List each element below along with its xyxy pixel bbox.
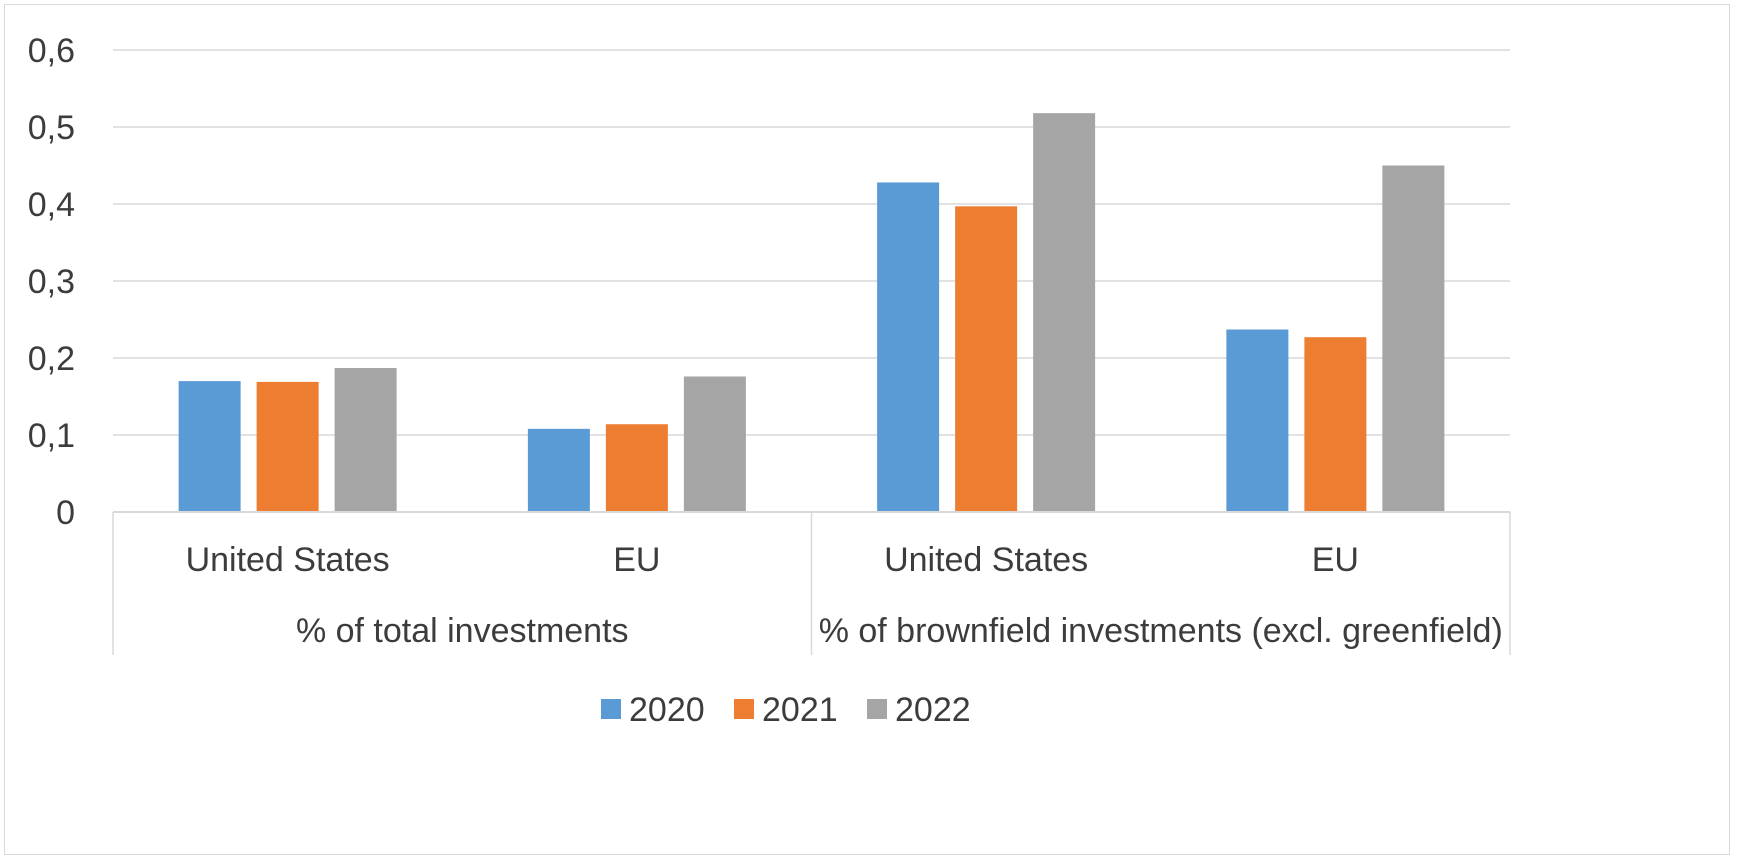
group-label: % of total investments <box>296 612 629 650</box>
chart-frame: 0 0,1 0,2 0,3 0,4 0,5 0,6 United States EU Unite… <box>4 4 1730 855</box>
bar-2022 <box>334 368 397 512</box>
legend: 2020 2021 2022 <box>601 691 971 729</box>
legend-swatch-2021 <box>734 699 754 719</box>
bar-2020 <box>877 182 940 512</box>
bars <box>178 113 1445 512</box>
y-tick-label: 0,3 <box>28 263 75 301</box>
y-tick-label: 0,2 <box>28 340 75 378</box>
category-label: United States <box>186 541 390 579</box>
bar-2021 <box>955 206 1018 512</box>
group-label: % of brownfield investments (excl. green… <box>819 612 1503 650</box>
legend-label: 2022 <box>895 691 971 729</box>
bar-2020 <box>1226 329 1289 512</box>
bar-2020 <box>527 428 590 512</box>
legend-label: 2020 <box>629 691 705 729</box>
y-tick-label: 0,1 <box>28 417 75 455</box>
y-tick-label: 0 <box>56 494 75 532</box>
y-axis-ticks: 0 0,1 0,2 0,3 0,4 0,5 0,6 <box>28 32 75 532</box>
bar-chart: 00,10,20,30,40,50,6 United States EU Unite… <box>28 32 1511 729</box>
bar-2021 <box>1304 337 1367 512</box>
x-axis <box>112 511 1511 655</box>
y-tick-label: 0,4 <box>28 186 75 224</box>
bar-2021 <box>256 381 319 512</box>
bar-2020 <box>178 381 241 512</box>
legend-swatch-2020 <box>601 699 621 719</box>
category-label: United States <box>884 541 1088 579</box>
bar-2022 <box>1033 113 1096 512</box>
bar-2021 <box>605 424 668 512</box>
group-labels: % of total investments % of brownfield in… <box>296 612 1503 650</box>
bar-2022 <box>683 376 746 512</box>
legend-swatch-2022 <box>867 699 887 719</box>
legend-label: 2021 <box>762 691 838 729</box>
category-label: EU <box>1312 541 1359 579</box>
category-labels: United States EU United States EU <box>186 541 1359 579</box>
category-label: EU <box>613 541 660 579</box>
gridlines <box>113 49 1510 436</box>
bar-2022 <box>1382 165 1445 512</box>
y-tick-label: 0,5 <box>28 109 75 147</box>
y-tick-label: 0,6 <box>28 32 75 70</box>
